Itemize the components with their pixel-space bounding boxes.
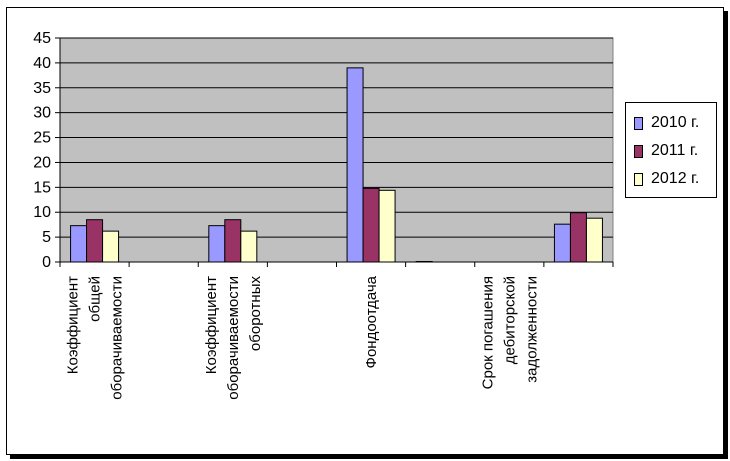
bar-2012г-0	[102, 230, 120, 263]
y-tick-label: 35	[33, 80, 51, 97]
legend-label-2010: 2010 г.	[651, 114, 700, 131]
bar-2010г-0	[70, 225, 88, 263]
y-tick-label: 0	[42, 254, 51, 271]
y-tick-label: 25	[33, 130, 51, 147]
bar-2011г-7	[569, 212, 587, 263]
y-tick-label: 40	[33, 55, 51, 72]
category-label: Коэффициент	[203, 276, 220, 374]
legend-label-2012: 2012 г.	[651, 170, 700, 187]
category-label: задолженности	[523, 276, 540, 383]
legend-label-2011: 2011 г.	[651, 142, 699, 159]
y-tick-label: 10	[33, 204, 51, 221]
y-tick-label: 45	[33, 30, 51, 47]
bar-2011г-2	[224, 219, 242, 263]
y-tick-label: 20	[33, 154, 51, 171]
category-label: оборачиваемости	[109, 276, 126, 400]
category-label: Срок погашения	[479, 276, 496, 389]
legend-swatch-2011	[634, 144, 643, 158]
bar-2010г-2	[208, 225, 226, 263]
legend-swatch-2010	[634, 116, 643, 130]
plot-area	[59, 37, 614, 263]
y-tick-label: 5	[42, 229, 51, 246]
category-label: общей	[87, 276, 104, 322]
legend-swatch-2012	[634, 172, 643, 186]
category-label: Фондоотдача	[363, 275, 380, 368]
bar-2012г-4	[378, 189, 396, 263]
legend-item-2012: 2012 г.	[634, 169, 699, 189]
bar-2012г-2	[240, 230, 258, 263]
bar-2011г-0	[86, 219, 104, 263]
axes	[59, 38, 614, 267]
bar-2010г-4	[346, 67, 364, 263]
y-tick-label: 15	[33, 179, 51, 196]
y-tick-label: 30	[33, 105, 51, 122]
category-label: Коэффициент	[65, 276, 82, 374]
bar-2012г-7	[585, 217, 603, 263]
legend: 2010 г. 2011 г. 2012 г.	[625, 102, 717, 198]
gridlines	[60, 37, 613, 238]
category-label: оборотных	[247, 276, 264, 352]
category-labels: Коэффициент общей оборачиваемости Коэффицие…	[65, 275, 541, 399]
category-label: дебиторской	[501, 276, 518, 364]
bar-2011г-4	[362, 187, 380, 263]
bar-2010г-7	[553, 223, 571, 263]
category-label: оборачиваемости	[225, 276, 242, 400]
legend-item-2011: 2011 г.	[634, 141, 698, 161]
legend-item-2010: 2010 г.	[634, 113, 699, 133]
y-axis-ticks: 0 5 10 15 20 25 30 35 40 45	[33, 30, 60, 271]
